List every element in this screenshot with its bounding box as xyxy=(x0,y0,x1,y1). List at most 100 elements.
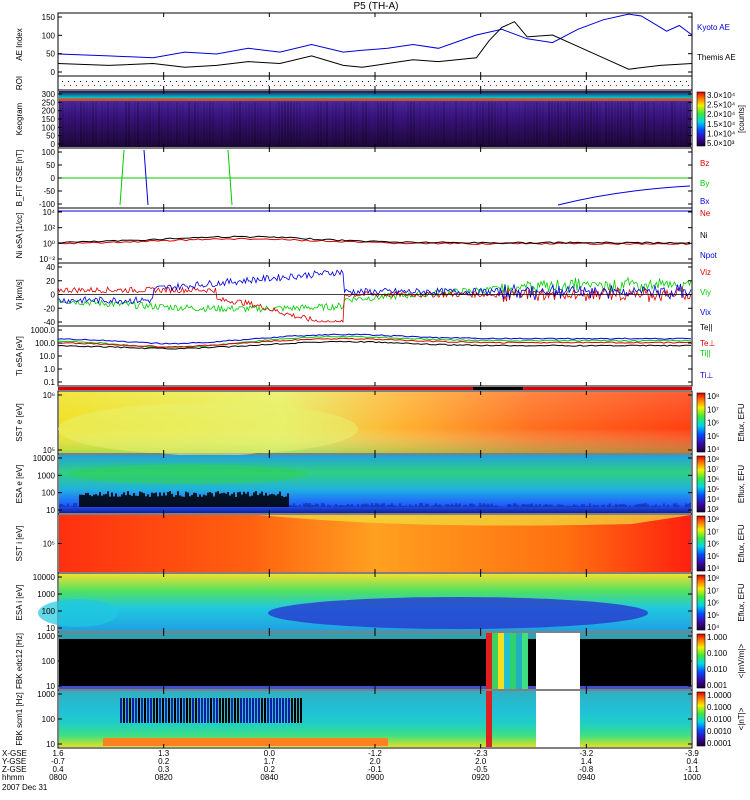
keogram-column xyxy=(77,102,79,146)
roi-dot xyxy=(416,81,417,82)
keogram-column xyxy=(320,102,322,146)
y-tick-label: 10⁶ xyxy=(43,391,55,400)
spectrogram-column xyxy=(491,503,493,507)
roi-dot xyxy=(410,81,411,82)
spectrogram-column xyxy=(473,504,475,507)
roi-dot xyxy=(188,81,189,82)
keogram-column xyxy=(125,102,127,146)
spectrogram-column xyxy=(294,698,296,723)
spectrogram-column xyxy=(585,506,587,507)
y-tick-label: -100 xyxy=(39,200,56,209)
roi-dot xyxy=(136,85,137,86)
keogram-column xyxy=(629,102,631,146)
spectrogram-column xyxy=(145,496,147,507)
colorbar-tick-label: 0.0010 xyxy=(707,727,732,736)
spectrogram-column xyxy=(87,492,89,507)
keogram-column xyxy=(419,102,421,146)
spectrogram-column xyxy=(545,503,547,507)
spectrogram-column xyxy=(247,491,249,507)
keogram-column xyxy=(572,102,574,146)
keogram-column xyxy=(107,102,109,146)
spectrogram-column xyxy=(337,505,339,507)
spectrogram-column xyxy=(115,493,117,507)
spectrogram-column xyxy=(487,503,489,507)
spectrogram-column xyxy=(277,494,279,507)
spectrogram-column xyxy=(583,504,585,507)
colorbar-label: Eflux, EFU xyxy=(737,465,746,503)
spectrogram-column xyxy=(379,504,381,507)
y-axis-label: SST e [eV] xyxy=(15,403,24,442)
spectrogram-column xyxy=(221,493,223,507)
spectrogram-column xyxy=(143,493,145,507)
keogram-column xyxy=(353,102,355,146)
spectrogram-column xyxy=(411,505,413,507)
spectrogram-column xyxy=(499,506,501,507)
x-axis-tick-label: 1.3 xyxy=(158,749,170,758)
keogram-column xyxy=(380,102,382,146)
roi-dot xyxy=(574,85,575,86)
keogram-column xyxy=(104,102,106,146)
x-axis-tick-label: -0.7 xyxy=(51,757,65,766)
roi-dot xyxy=(610,85,611,86)
spectrogram-column xyxy=(251,495,253,507)
keogram-column xyxy=(254,102,256,146)
keogram-column xyxy=(458,102,460,146)
y-tick-label: 0 xyxy=(51,174,56,183)
keogram-column xyxy=(602,102,604,146)
keogram-column xyxy=(479,102,481,146)
spectrogram-column xyxy=(399,503,401,507)
spectrogram-column xyxy=(183,698,185,723)
y-tick-label: 40 xyxy=(46,263,55,272)
colorbar-label: Eflux, EFU xyxy=(737,524,746,562)
y-tick-label: 0 xyxy=(51,140,56,149)
spectrogram-column xyxy=(307,503,309,507)
x-axis-tick-label: 1.4 xyxy=(581,757,593,766)
spectrogram-column xyxy=(489,504,491,507)
keogram-column xyxy=(89,102,91,146)
spectrogram-column xyxy=(156,698,158,723)
spectrogram-column xyxy=(539,503,541,507)
spectrogram-column xyxy=(591,506,593,507)
x-axis-row-label: Y-GSE xyxy=(2,757,26,766)
roi-dot xyxy=(116,81,117,82)
spectrogram-column xyxy=(516,633,522,689)
spectrogram-column xyxy=(531,503,533,507)
spectrogram-column xyxy=(89,495,91,507)
keogram-column xyxy=(599,102,601,146)
roi-dot xyxy=(250,85,251,86)
spectrogram-column xyxy=(255,698,257,723)
spectrogram-column xyxy=(153,698,155,723)
roi-dot xyxy=(484,85,485,86)
roi-dot xyxy=(518,81,519,82)
y-axis-label: FBK scm1 [Hz] xyxy=(15,692,24,745)
spectrogram-column xyxy=(107,491,109,507)
roi-dot xyxy=(662,81,663,82)
roi-dot xyxy=(460,85,461,86)
spectrogram-column xyxy=(171,493,173,507)
keogram-column xyxy=(122,102,124,146)
keogram-column xyxy=(464,102,466,146)
roi-dot xyxy=(526,85,527,86)
colorbar-tick-label: 1.0×10⁴ xyxy=(707,129,736,138)
roi-dot xyxy=(62,81,63,82)
spectrogram-column xyxy=(623,503,625,507)
spectrogram-column xyxy=(522,633,528,689)
roi-dot xyxy=(92,81,93,82)
keogram-column xyxy=(434,102,436,146)
x-axis-tick-label: 0900 xyxy=(366,773,384,782)
spectrogram-column xyxy=(523,503,525,507)
spectrogram-column xyxy=(537,505,539,507)
spectrogram-column xyxy=(119,496,121,507)
spectrogram-column xyxy=(135,495,137,507)
roi-dot xyxy=(104,81,105,82)
colorbar-tick-label: 10⁸ xyxy=(707,455,719,464)
keogram-column xyxy=(233,102,235,146)
keogram-column xyxy=(443,102,445,146)
spectrogram-column xyxy=(613,506,615,507)
roi-dot xyxy=(304,85,305,86)
roi-dot xyxy=(130,85,131,86)
keogram-column xyxy=(314,102,316,146)
spectrogram-column xyxy=(93,494,95,507)
x-axis-tick-label: -2.3 xyxy=(474,749,488,758)
y-tick-label: 150 xyxy=(42,13,56,22)
